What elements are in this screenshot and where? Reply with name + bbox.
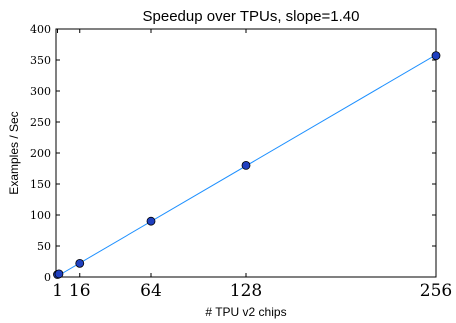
y-tick-label: 300 [30, 85, 51, 98]
y-tick-label: 250 [30, 116, 51, 129]
data-point [146, 216, 156, 226]
data-point [54, 269, 64, 279]
y-axis: 0 50 100 150 200 250 300 350 400 [30, 23, 436, 284]
data-point [431, 51, 441, 61]
x-tick-label: 16 [69, 281, 91, 301]
y-axis-label: Examples / Sec [7, 111, 21, 194]
x-tick-label: 256 [420, 281, 452, 301]
x-tick-label: 128 [230, 281, 262, 301]
data-point [75, 258, 85, 268]
x-axis-label: # TPU v2 chips [205, 305, 286, 319]
plot-frame [55, 28, 437, 278]
y-tick-label: 400 [30, 23, 51, 36]
x-tick-label: 1 [52, 281, 63, 301]
y-tick-label: 200 [30, 147, 51, 160]
x-axis: 1 16 64 128 256 [52, 29, 452, 301]
y-tick-label: 50 [37, 240, 51, 253]
y-tick-label: 150 [30, 178, 51, 191]
chart-title: Speedup over TPUs, slope=1.40 [143, 8, 360, 25]
series-points [53, 51, 441, 279]
data-point [241, 160, 251, 170]
y-tick-label: 350 [30, 54, 51, 67]
y-tick-label: 0 [44, 271, 51, 284]
y-tick-label: 100 [30, 209, 51, 222]
x-tick-label: 64 [140, 281, 162, 301]
